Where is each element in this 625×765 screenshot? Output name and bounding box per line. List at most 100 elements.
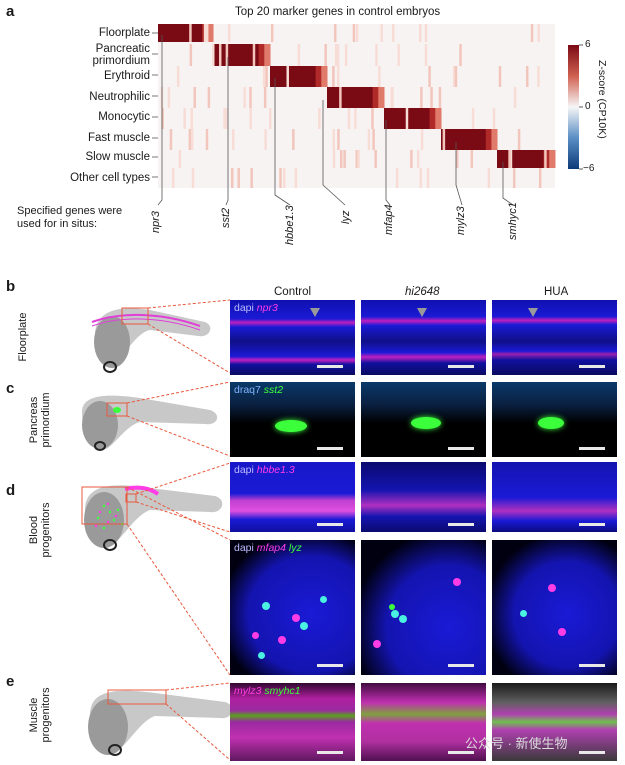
heatmap-cell [355,87,359,108]
heatmap-cell [410,150,413,168]
heatmap-cell [372,87,376,108]
heatmap-cell [332,129,335,150]
image-d1-control: dapi hbbe1.3 [230,462,355,532]
heatmap-cell [250,44,254,66]
gene-npr3: npr3 [150,210,162,233]
heatmap-cell [367,129,371,150]
cell-signal [292,614,300,622]
heatmap-cell [442,129,446,150]
heatmap-cell [227,44,231,66]
heatmap-cell [499,150,504,168]
heatmap-cell [235,44,240,66]
cell-signal [300,622,308,630]
heatmap-cell [189,44,193,66]
heatmap-cell [511,150,515,168]
heatmap-cell [424,24,428,42]
heatmap-cell [505,150,510,168]
heatmap-cell [454,66,458,87]
heatmap-cell [336,44,340,66]
heatmap-cell [531,150,536,168]
heatmap-cell [321,66,325,87]
heatmap-cell [244,44,248,66]
heatmap-cell [430,87,433,108]
heatmap-cell [470,150,474,168]
heatmap-cell [349,87,354,108]
heatmap-cell [202,24,206,42]
heatmap-cell [381,87,385,108]
heatmap-cell [160,24,164,42]
heatmap-cell [549,150,553,168]
scale-bar [317,365,343,368]
heatmap-cell [255,44,260,66]
heatmap-cell [380,24,383,42]
scale-bar [448,447,474,450]
heatmap-cell [416,150,420,168]
heatmap-cell [190,129,194,150]
heatmap-cell [352,87,356,108]
image-d1-hi2648 [361,462,486,532]
heatmap-cell [514,150,518,168]
row-label-pancreatic: Pancreatic primordium [40,43,150,67]
heatmap-cell [457,129,462,150]
row-label-floorplate: Floorplate [98,27,150,39]
embryo-c [82,381,231,457]
heatmap-cell [419,168,423,188]
heatmap-cell [265,66,268,87]
image-d2-hua [492,540,617,675]
heatmap-cell [480,129,484,150]
heatmap-cell [193,87,197,108]
heatmap-cell [469,129,473,150]
heatmap-cell [397,44,400,66]
heatmap-cell [358,87,362,108]
heatmap-cell [409,108,413,129]
heatmap-cell [446,129,450,150]
heatmap-cell [443,129,448,150]
heatmap-cell [196,24,200,42]
heatmap-cell [237,168,240,188]
heatmap-cell [252,44,256,66]
heatmap-cell [158,24,162,42]
heatmap-cell [189,24,192,42]
heatmap-cell [418,108,422,129]
heatmap-cell [540,150,544,168]
heatmap-cell [225,44,229,66]
gene-lyz: lyz [340,210,352,224]
image-d2-control: dapi mfap4 lyz [230,540,355,675]
heatmap-cell [361,87,365,108]
heatmap-cell [203,24,207,42]
heatmap-cell [339,87,342,108]
heatmap-cell [171,168,175,188]
heatmap-cell [211,44,215,66]
genes-caption: Specified genes were used for in situs: [17,205,123,230]
heatmap-cell [267,44,271,66]
pancreas-signal [538,417,564,429]
heatmap-cell [403,108,408,129]
heatmap-cell [389,108,394,129]
heatmap-cell [213,44,217,66]
panel-a-letter: a [6,3,15,20]
cell-signal [252,632,259,639]
heatmap-cell [292,66,297,87]
heatmap-cell [182,24,186,42]
image-e-hua [492,683,617,761]
heatmap-cell [477,129,481,150]
stain-label-b: dapi npr3 [234,302,278,314]
heatmap-cell [471,129,476,150]
heatmap-cell [247,44,251,66]
scale-bar [317,447,343,450]
heatmap-cell [424,44,428,66]
heatmap-cell [337,129,340,150]
panel-e-letter: e [6,673,15,690]
row-floorplate: Floorplate [17,312,29,362]
arrowhead-icon [417,308,427,317]
heatmap-cell [525,66,529,87]
heatmap-cell [193,24,197,42]
heatmap-cell [435,108,439,129]
heatmap-cell [517,129,521,150]
heatmap-cell [392,108,396,129]
heatmap-cell [231,129,235,150]
heatmap-cell [169,129,173,150]
heatmap-cell [292,129,295,150]
gene-mfap4: mfap4 [383,204,395,235]
heatmap-cell [249,87,252,108]
